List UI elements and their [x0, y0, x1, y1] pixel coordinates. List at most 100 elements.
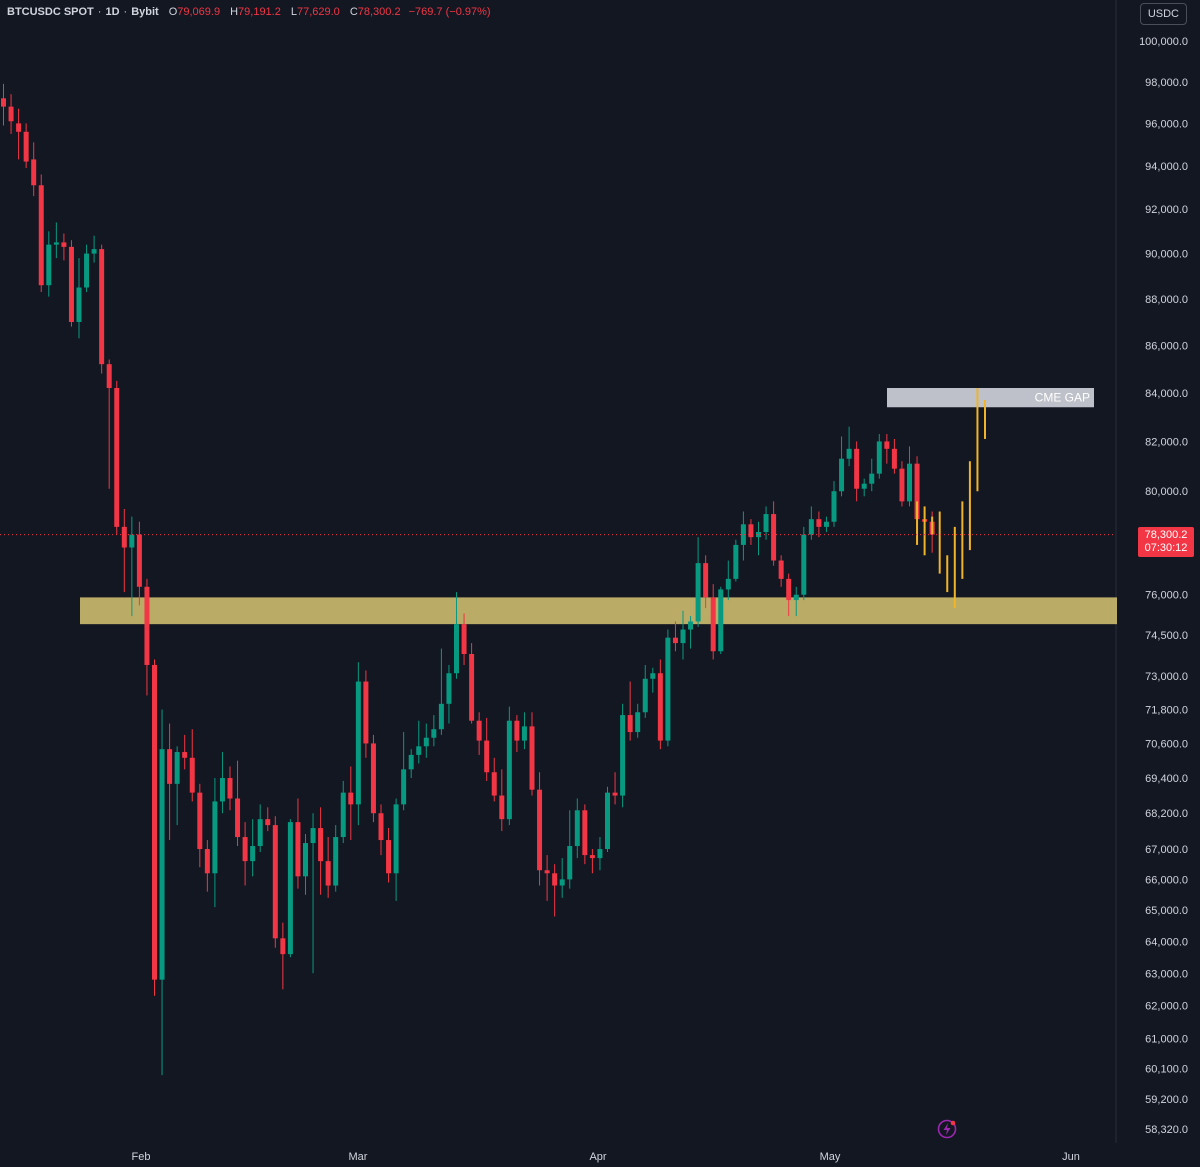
candle[interactable] [778, 555, 784, 587]
candle[interactable] [174, 746, 180, 826]
candle[interactable] [393, 798, 399, 901]
candle[interactable] [521, 712, 527, 750]
candle[interactable] [431, 715, 437, 747]
candle[interactable] [167, 723, 173, 841]
candle[interactable] [756, 521, 761, 556]
candle[interactable] [650, 667, 656, 693]
candle[interactable] [891, 438, 897, 474]
candle[interactable] [348, 766, 354, 841]
candle[interactable] [771, 501, 777, 566]
candle[interactable] [499, 769, 505, 832]
candle[interactable] [114, 380, 120, 535]
candle[interactable] [861, 478, 867, 497]
candle[interactable] [363, 670, 369, 758]
candle[interactable] [635, 703, 641, 738]
candle[interactable] [446, 664, 452, 724]
candle[interactable] [235, 760, 241, 847]
candle[interactable] [476, 712, 482, 755]
candle[interactable] [907, 446, 912, 507]
candle[interactable] [831, 481, 837, 527]
candle[interactable] [257, 804, 263, 853]
candle[interactable] [574, 798, 580, 859]
candle[interactable] [748, 519, 754, 545]
candle[interactable] [250, 819, 256, 877]
candle[interactable] [378, 804, 384, 856]
candle[interactable] [370, 734, 376, 823]
candle[interactable] [129, 516, 135, 617]
candle[interactable] [491, 757, 497, 802]
candle[interactable] [340, 780, 346, 844]
candle[interactable] [537, 772, 543, 886]
candle[interactable] [582, 804, 588, 865]
lightning-icon[interactable] [937, 1119, 957, 1139]
candle[interactable] [46, 231, 52, 297]
candle[interactable] [725, 560, 731, 601]
candle[interactable] [272, 816, 278, 948]
candle[interactable] [680, 610, 686, 660]
candle[interactable] [152, 659, 157, 996]
candle[interactable] [899, 461, 905, 507]
candle[interactable] [1, 83, 6, 126]
candle[interactable] [642, 664, 648, 718]
candle[interactable] [84, 244, 90, 293]
candle[interactable] [612, 772, 618, 805]
candle[interactable] [53, 222, 59, 259]
candle[interactable] [265, 807, 271, 832]
support-zone[interactable] [80, 597, 1117, 625]
candle[interactable] [672, 621, 678, 652]
candle[interactable] [31, 142, 37, 197]
candle[interactable] [38, 174, 44, 293]
candle[interactable] [91, 235, 97, 263]
candle[interactable] [854, 441, 860, 502]
candle[interactable] [876, 434, 882, 479]
candle[interactable] [68, 240, 74, 327]
candle[interactable] [121, 508, 127, 593]
candle[interactable] [16, 108, 22, 160]
candle[interactable] [589, 849, 595, 874]
candle[interactable] [242, 822, 248, 886]
candle[interactable] [733, 539, 739, 582]
candle[interactable] [552, 864, 558, 917]
candle[interactable] [793, 586, 799, 617]
candle[interactable] [816, 511, 822, 538]
candle[interactable] [763, 506, 769, 540]
candle[interactable] [695, 537, 701, 627]
cme-gap-box[interactable] [887, 387, 1094, 408]
candle[interactable] [544, 855, 550, 901]
candle[interactable] [204, 840, 210, 892]
candle[interactable] [514, 715, 520, 753]
candle[interactable] [136, 521, 142, 606]
candle[interactable] [665, 629, 671, 747]
candle[interactable] [718, 586, 724, 655]
candle[interactable] [99, 244, 105, 374]
interval[interactable]: 1D [105, 6, 120, 18]
symbol-header[interactable]: BTCUSDC SPOT · 1D · Bybit O 79,069.9 H 79,… [7, 6, 491, 18]
candle[interactable] [159, 709, 165, 1076]
candle[interactable] [386, 828, 392, 883]
candle[interactable] [8, 94, 14, 134]
candle[interactable] [454, 592, 459, 679]
candle[interactable] [333, 825, 339, 892]
candle[interactable] [801, 526, 807, 601]
candle[interactable] [823, 516, 829, 533]
candle[interactable] [219, 752, 225, 814]
candle[interactable] [408, 749, 414, 779]
candle[interactable] [325, 837, 331, 898]
candle[interactable] [416, 720, 422, 764]
candle[interactable] [295, 798, 301, 889]
candle[interactable] [605, 786, 610, 853]
candle[interactable] [280, 922, 286, 990]
candle[interactable] [303, 834, 308, 895]
candle[interactable] [597, 837, 603, 871]
candle[interactable] [355, 662, 361, 826]
candle[interactable] [740, 511, 746, 561]
candle[interactable] [657, 659, 663, 750]
candle[interactable] [567, 810, 573, 889]
candle[interactable] [423, 723, 429, 758]
candle[interactable] [310, 813, 316, 974]
candle[interactable] [786, 573, 792, 617]
candle[interactable] [23, 123, 29, 168]
candle[interactable] [461, 613, 467, 665]
candle[interactable] [884, 434, 890, 464]
